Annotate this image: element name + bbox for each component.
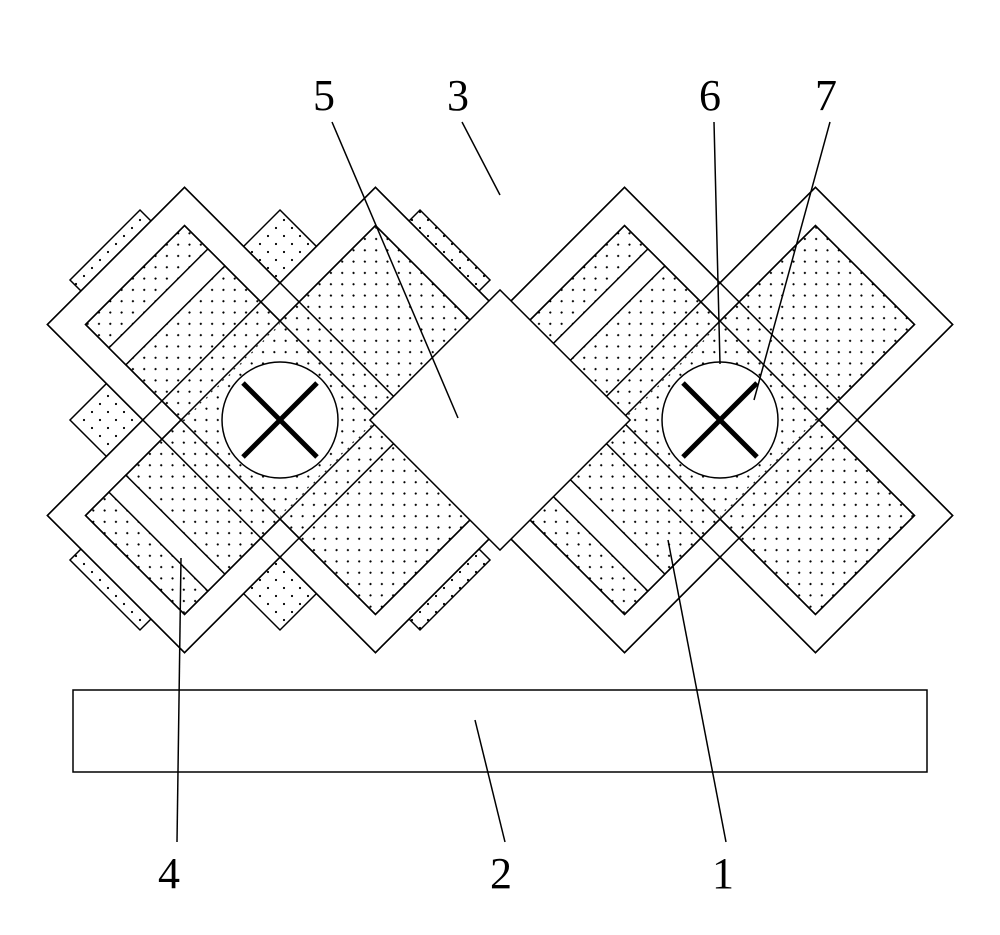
main-drawing (0, 0, 1000, 930)
label-6: 6 (699, 70, 721, 121)
right-circle-group (662, 362, 778, 478)
label-7: 7 (815, 70, 837, 121)
base-rectangle (73, 690, 927, 772)
diagram-root: 5 3 6 7 4 2 1 (0, 0, 1000, 930)
label-3: 3 (447, 70, 469, 121)
label-1: 1 (712, 848, 734, 899)
left-circle-group (222, 362, 338, 478)
diagram-svg (0, 0, 1000, 930)
label-5: 5 (313, 70, 335, 121)
label-4: 4 (158, 848, 180, 899)
label-2: 2 (490, 848, 512, 899)
